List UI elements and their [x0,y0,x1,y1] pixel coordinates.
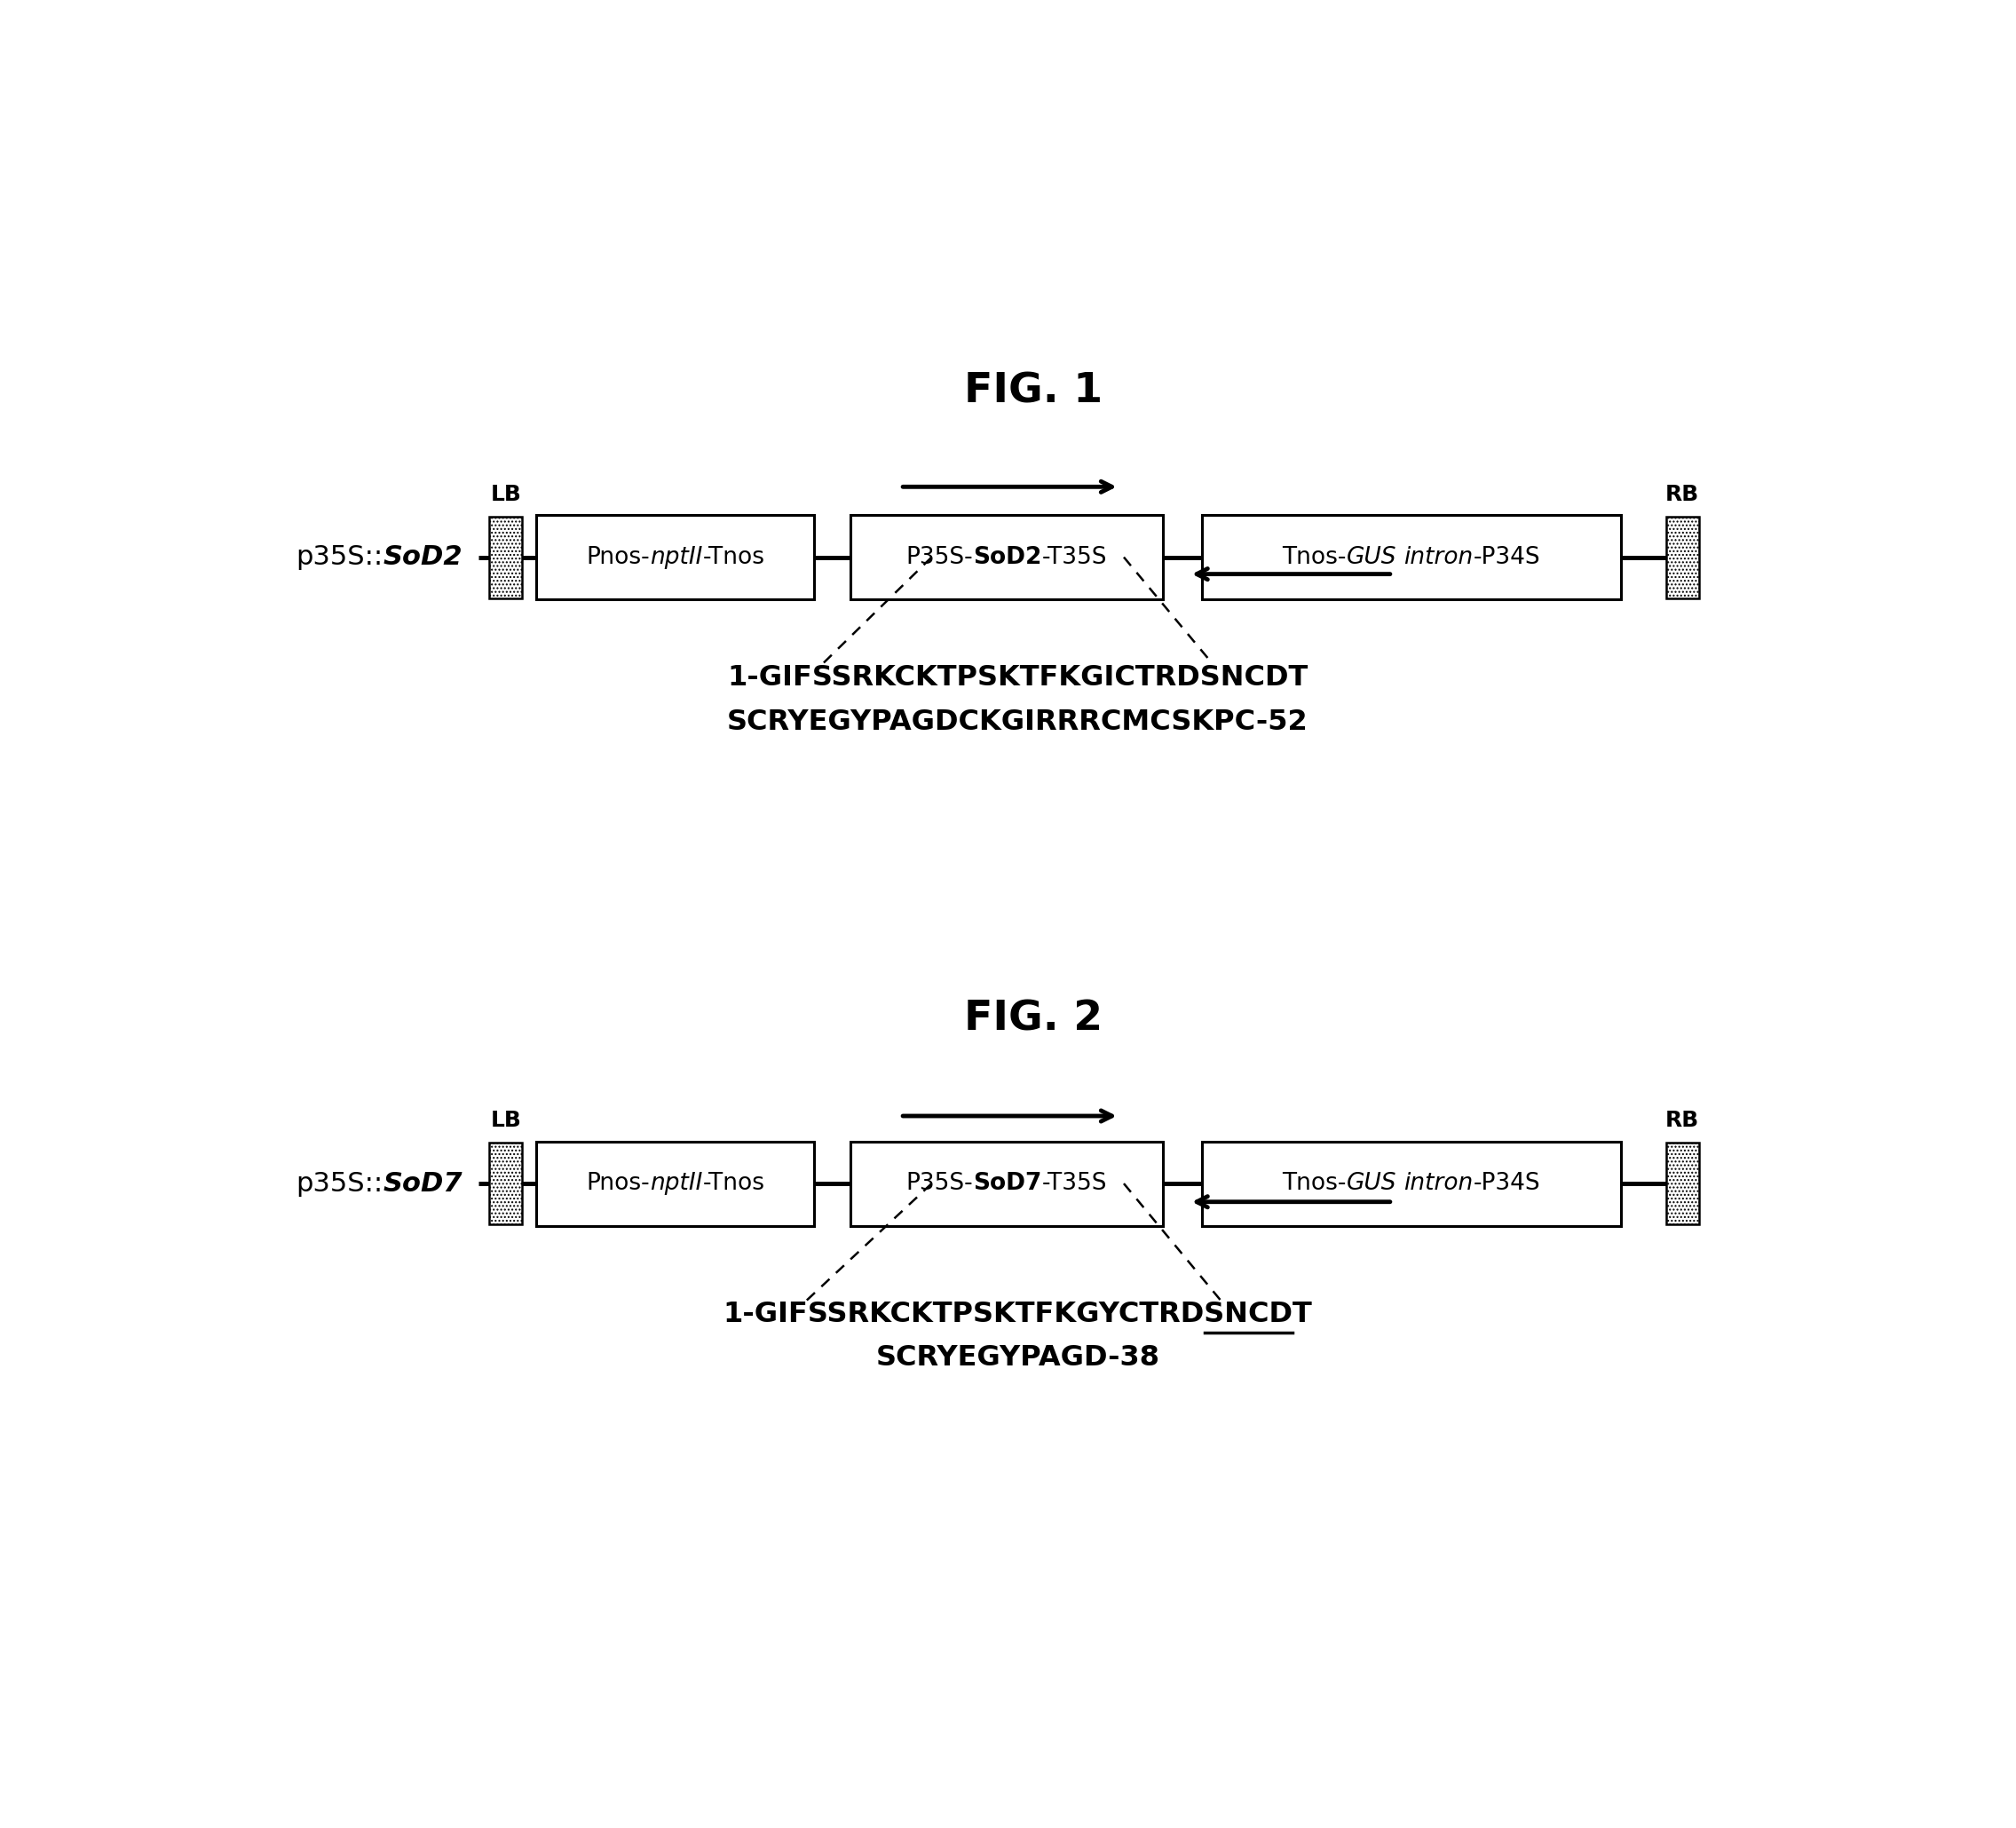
Bar [851,1141,1163,1227]
Text: GUS: GUS [1347,545,1397,569]
Text: P35S-: P35S- [905,1172,974,1196]
Text: 1-GIFSSRKCKTPSKTFKGICTRDSNCDT: 1-GIFSSRKCKTPSKTFKGICTRDSNCDT [728,664,1308,693]
Text: FIG. 1: FIG. 1 [964,371,1103,411]
Text: SCRYEGYPAGDCKGIRRRCMCSKPC-52: SCRYEGYPAGDCKGIRRRCMCSKPC-52 [728,707,1308,735]
Text: -T35S: -T35S [1042,1172,1107,1196]
Bar [851,515,1163,600]
Bar [1202,1141,1621,1227]
Text: 1-GIFSSRKCKTPSKTFKGYCTRDSNCDT: 1-GIFSSRKCKTPSKTFKGYCTRDSNCDT [724,1302,1312,1329]
Bar [536,1141,814,1227]
Text: Tnos-: Tnos- [1282,1172,1347,1196]
Text: -P34S: -P34S [1474,1172,1540,1196]
Text: nptII: nptII [649,545,702,569]
Text: -Tnos: -Tnos [702,545,764,569]
Text: SoD2: SoD2 [974,545,1042,569]
Text: -P34S: -P34S [1474,545,1540,569]
Text: LB: LB [490,484,522,505]
Text: SoD7: SoD7 [383,1170,464,1196]
Text: GUS: GUS [1347,1172,1397,1196]
Bar [490,1142,522,1225]
Bar [490,515,522,598]
Text: -Tnos: -Tnos [702,1172,764,1196]
Text: RB: RB [1665,1110,1699,1132]
Text: p35S::: p35S:: [296,545,383,570]
Text: intron: intron [1403,1172,1474,1196]
Text: SoD7: SoD7 [974,1172,1042,1196]
Text: P35S-: P35S- [905,545,974,569]
Text: LB: LB [490,1110,522,1132]
Bar [1665,1142,1699,1225]
Bar [1202,515,1621,600]
Text: -T35S: -T35S [1042,545,1107,569]
Text: FIG. 2: FIG. 2 [964,998,1103,1038]
Text: Pnos-: Pnos- [587,1172,649,1196]
Text: intron: intron [1403,545,1474,569]
Text: p35S::: p35S:: [296,1170,383,1196]
Text: Tnos-: Tnos- [1282,545,1347,569]
Bar [1665,515,1699,598]
Bar [536,515,814,600]
Text: Pnos-: Pnos- [587,545,649,569]
Text: SCRYEGYPAGD-38: SCRYEGYPAGD-38 [875,1344,1159,1371]
Text: RB: RB [1665,484,1699,505]
Text: nptII: nptII [649,1172,702,1196]
Text: SoD2: SoD2 [383,545,464,570]
